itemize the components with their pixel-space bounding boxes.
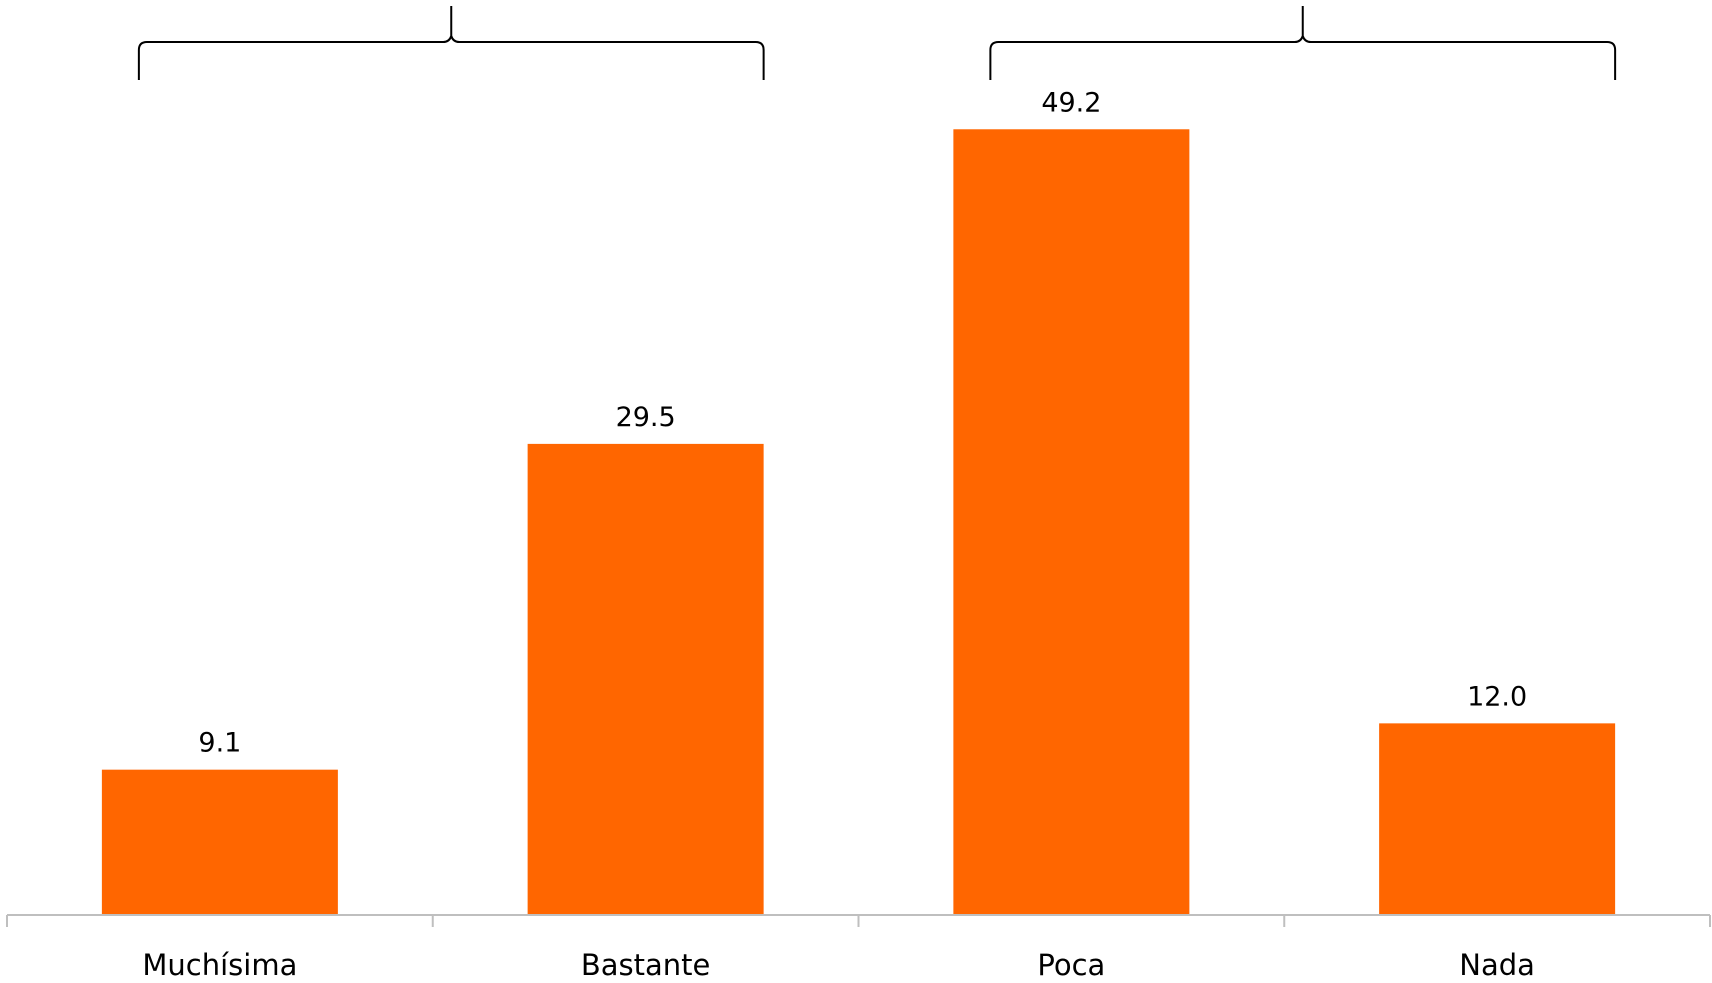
bar-muchisima: [101, 769, 338, 915]
data-label: 29.5: [616, 402, 676, 433]
group-bracket: [137, 6, 765, 80]
category-labels: Muchísima Bastante Poca Nada: [142, 948, 1535, 982]
group-brackets: [137, 6, 1617, 80]
bar-nada: [1379, 723, 1616, 915]
bars: [101, 129, 1616, 915]
data-label: 49.2: [1041, 87, 1101, 118]
x-axis: [6, 914, 1711, 927]
bar-poca: [953, 129, 1190, 915]
data-label: 12.0: [1467, 681, 1527, 712]
category-label: Muchísima: [142, 948, 297, 982]
group-bracket: [989, 6, 1617, 80]
data-label: 9.1: [198, 728, 241, 759]
value-labels: 9.1 29.5 49.2 12.0: [198, 87, 1527, 758]
bar-bastante: [527, 443, 764, 915]
category-label: Nada: [1459, 948, 1535, 982]
category-label: Bastante: [581, 948, 711, 982]
category-label: Poca: [1037, 948, 1105, 982]
